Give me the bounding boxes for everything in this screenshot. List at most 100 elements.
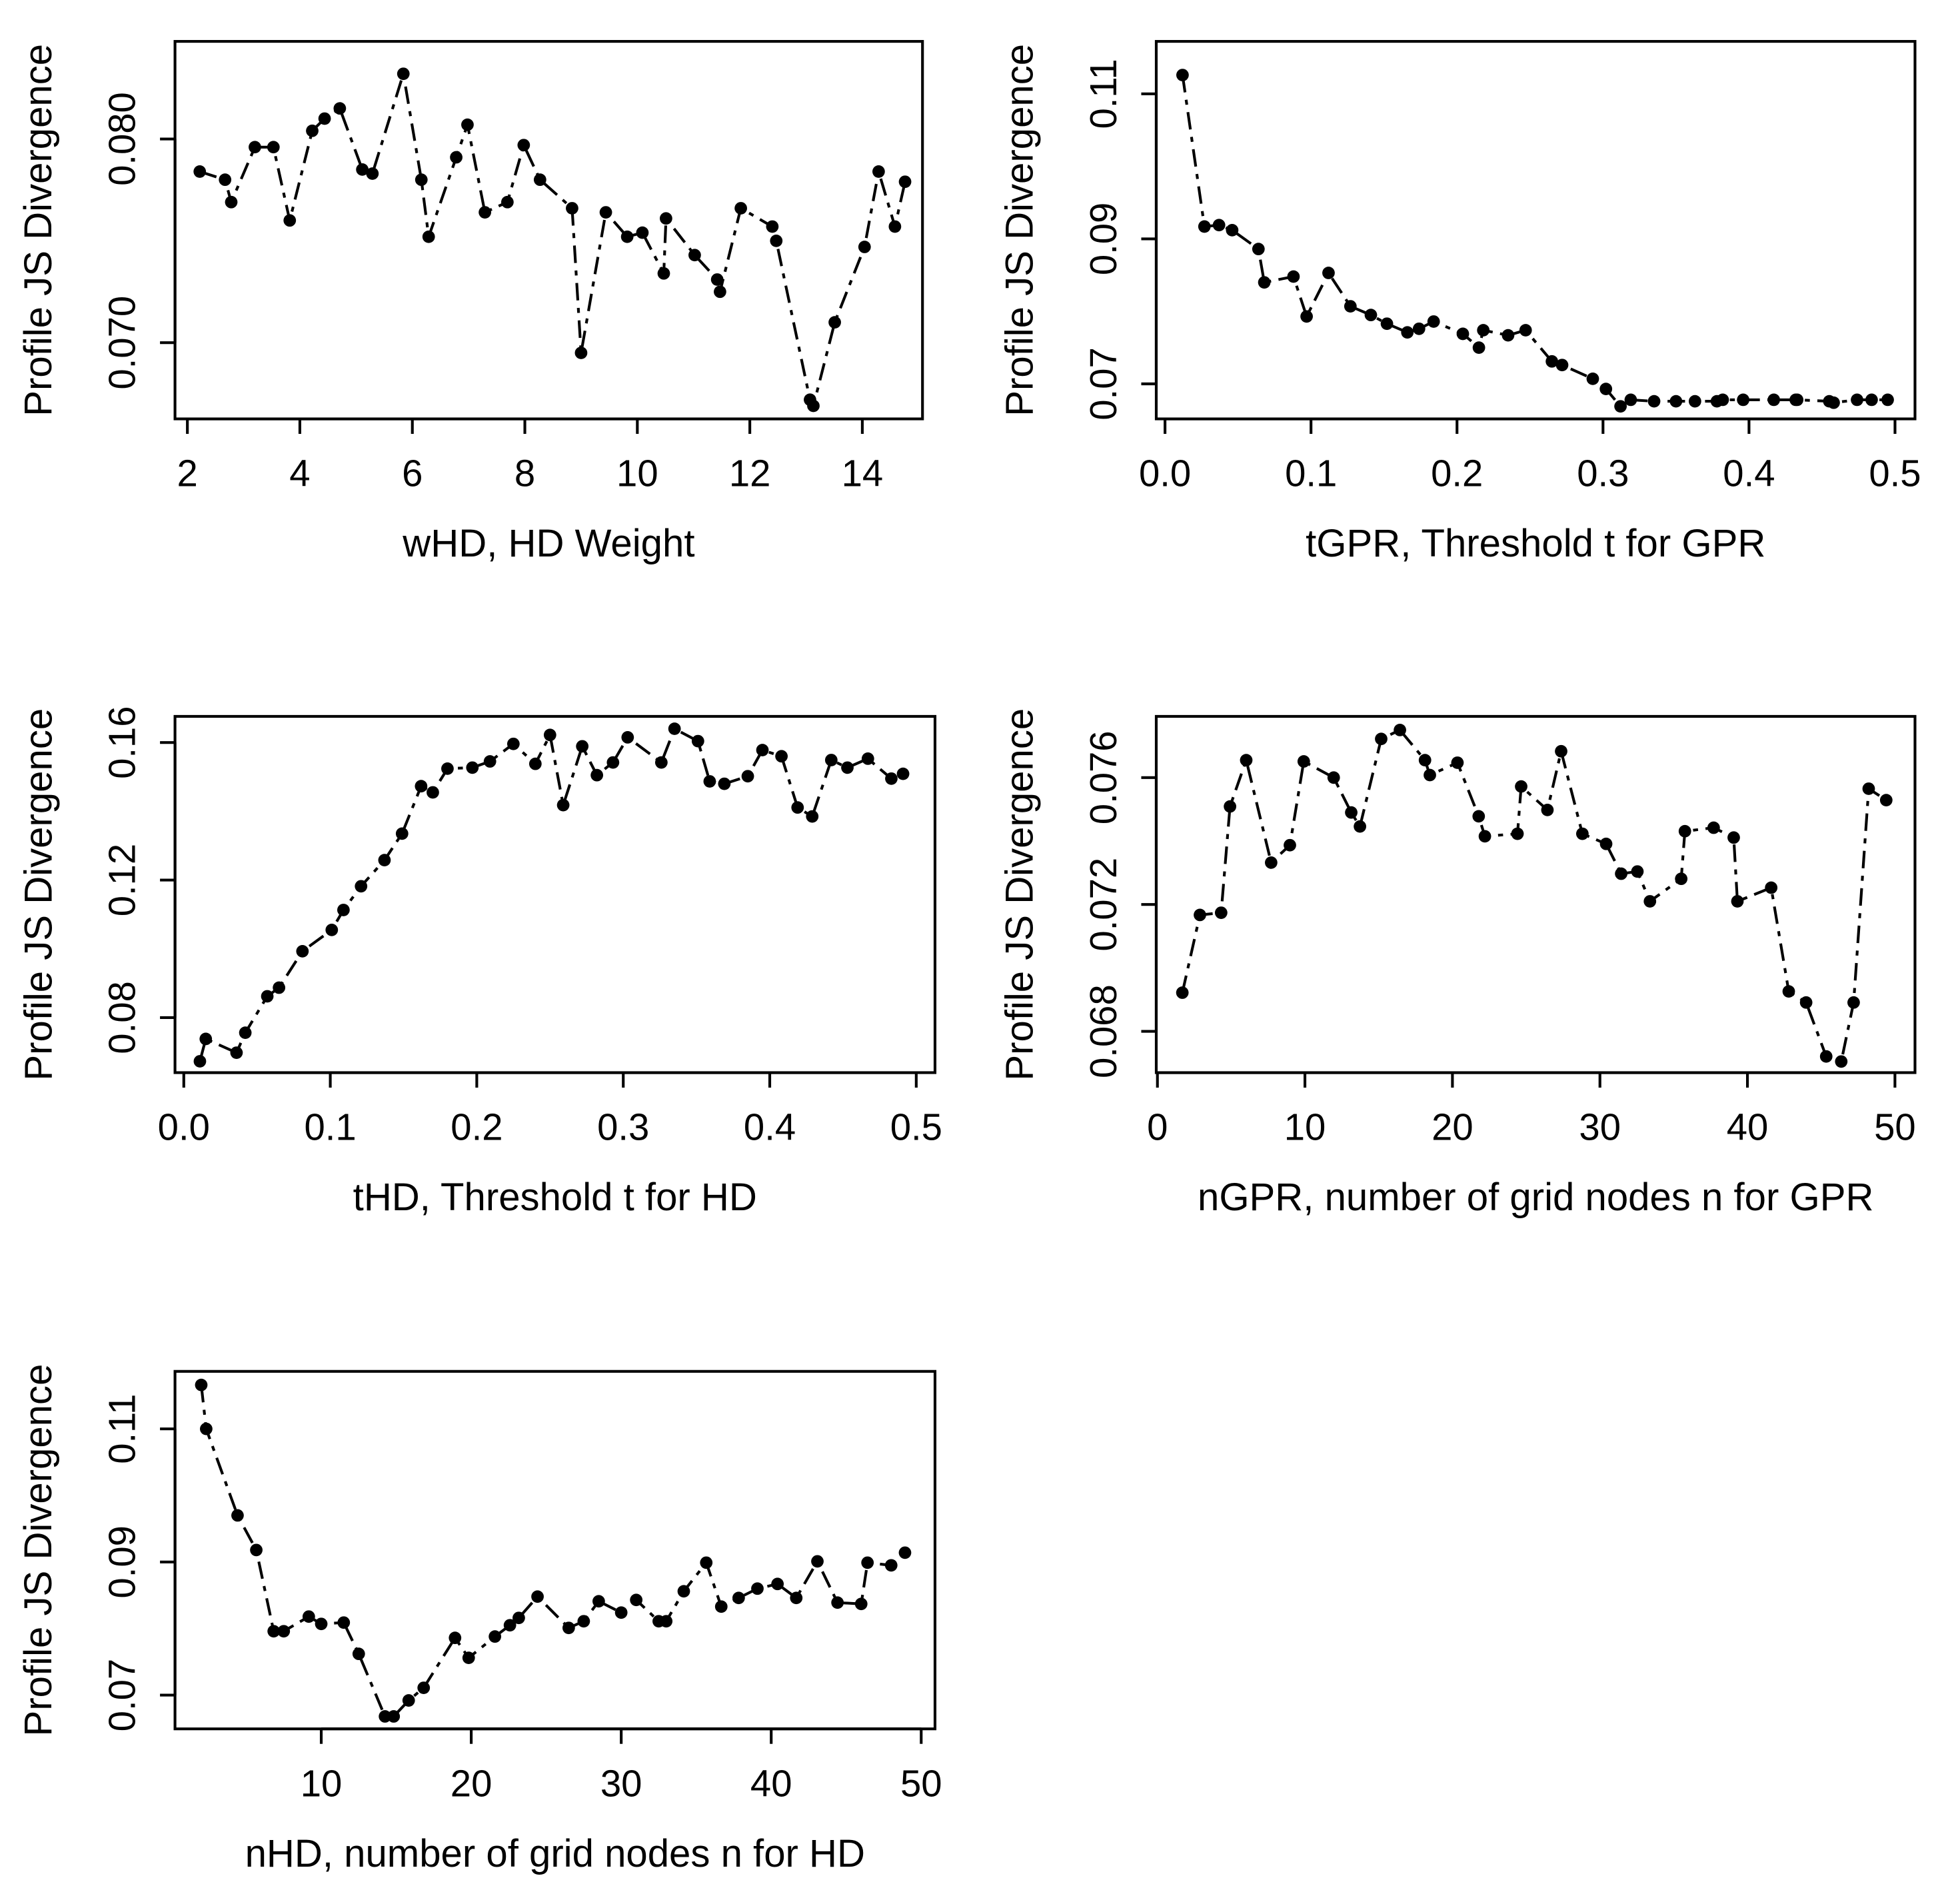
data-point — [489, 1630, 502, 1643]
y-tick-label: 0.070 — [101, 296, 143, 390]
data-point — [1576, 827, 1589, 840]
data-point — [249, 141, 261, 154]
x-tick-label: 40 — [750, 1762, 792, 1804]
x-tick-label: 0 — [1147, 1106, 1168, 1148]
data-point — [1647, 395, 1661, 408]
data-point — [325, 923, 339, 936]
data-point — [193, 1055, 207, 1068]
y-tick-label: 0.12 — [101, 844, 143, 916]
data-point — [461, 118, 474, 131]
data-line — [1181, 728, 1887, 1064]
panel: 0.0 0.1 0.2 0.3 0.4 0.5 0.07 0.09 0.11 tGPR, Thre… — [998, 40, 1921, 565]
data-point — [828, 316, 841, 329]
data-point — [756, 744, 769, 756]
x-tick-label: 6 — [402, 453, 423, 494]
data-point — [356, 163, 369, 176]
data-line — [198, 726, 904, 1062]
data-point — [556, 798, 570, 812]
data-point — [751, 1582, 764, 1595]
data-point — [1212, 219, 1226, 232]
data-point — [531, 1590, 544, 1603]
data-point — [659, 212, 672, 225]
data-point — [333, 102, 347, 115]
data-point — [273, 981, 286, 994]
data-point — [193, 165, 207, 178]
data-point — [402, 1694, 415, 1707]
data-point — [1344, 300, 1357, 313]
x-tick-label: 0.1 — [304, 1106, 356, 1148]
data-point — [606, 756, 620, 769]
data-point — [703, 775, 716, 788]
y-axis-label: Profile JS Divergence — [998, 708, 1042, 1081]
data-point — [1375, 732, 1388, 746]
data-point — [807, 399, 820, 413]
x-tick-label: 0.5 — [1869, 453, 1921, 494]
data-point — [1727, 831, 1740, 844]
y-axis-label: Profile JS Divergence — [17, 708, 60, 1081]
data-point — [1198, 220, 1211, 233]
data-point — [1707, 821, 1720, 834]
data-point — [861, 752, 874, 765]
data-point — [1240, 754, 1253, 767]
data-point — [710, 273, 724, 286]
data-point — [1631, 865, 1644, 878]
data-point — [1456, 327, 1470, 341]
data-point — [306, 124, 319, 137]
data-point — [806, 810, 819, 823]
x-tick-label: 0.5 — [890, 1106, 942, 1148]
data-point — [422, 230, 435, 243]
data-point — [261, 990, 274, 1003]
data-point — [315, 1617, 328, 1631]
data-point — [1472, 810, 1485, 823]
data-point — [1599, 383, 1613, 395]
x-tick-label: 8 — [514, 453, 535, 494]
y-tick-label: 0.072 — [1082, 858, 1124, 952]
data-point — [449, 1631, 462, 1645]
data-point — [1427, 315, 1440, 328]
x-tick-label: 20 — [451, 1762, 492, 1804]
y-tick-label: 0.080 — [101, 92, 143, 186]
data-point — [896, 767, 910, 780]
data-point — [1669, 395, 1683, 408]
data-point — [898, 175, 912, 189]
data-point — [741, 770, 754, 783]
data-point — [1615, 867, 1627, 880]
data-point — [219, 173, 232, 187]
x-tick-label: 0.0 — [1139, 453, 1191, 494]
data-point — [1835, 1055, 1848, 1068]
data-point — [1265, 856, 1278, 869]
x-axis-label: nHD, number of grid nodes n for HD — [245, 1832, 865, 1875]
x-tick-label: 12 — [729, 453, 771, 494]
y-tick-label: 0.076 — [1082, 730, 1124, 824]
x-axis-label: wHD, HD Weight — [402, 522, 694, 565]
data-point — [654, 756, 668, 769]
data-point — [1865, 393, 1878, 407]
data-point — [734, 202, 747, 215]
x-tick-label: 30 — [600, 1762, 642, 1804]
data-point — [1555, 744, 1567, 758]
x-tick-label: 10 — [616, 453, 658, 494]
data-point — [283, 214, 297, 227]
data-point — [267, 141, 280, 154]
data-point — [660, 1615, 673, 1628]
data-point — [296, 944, 309, 958]
y-tick-label: 0.07 — [1082, 347, 1124, 420]
panel: 0.0 0.1 0.2 0.3 0.4 0.5 0.08 0.12 0.16 tHD, Thres… — [17, 706, 942, 1219]
data-point — [1401, 326, 1414, 339]
data-point — [1862, 782, 1875, 795]
data-point — [1284, 838, 1296, 852]
data-point — [337, 904, 350, 916]
x-tick-label: 4 — [289, 453, 310, 494]
panel: 10 20 30 40 50 0.07 0.09 0.11 nHD, number of gri… — [17, 1364, 942, 1875]
data-point — [195, 1378, 208, 1392]
data-point — [395, 827, 409, 840]
x-tick-label: 20 — [1432, 1106, 1473, 1148]
data-point — [732, 1591, 745, 1605]
data-point — [1297, 755, 1310, 768]
data-point — [1412, 322, 1426, 335]
data-point — [1643, 895, 1657, 908]
data-point — [318, 112, 331, 125]
data-point — [811, 1555, 824, 1568]
data-point — [387, 1710, 401, 1723]
data-point — [1688, 395, 1701, 408]
